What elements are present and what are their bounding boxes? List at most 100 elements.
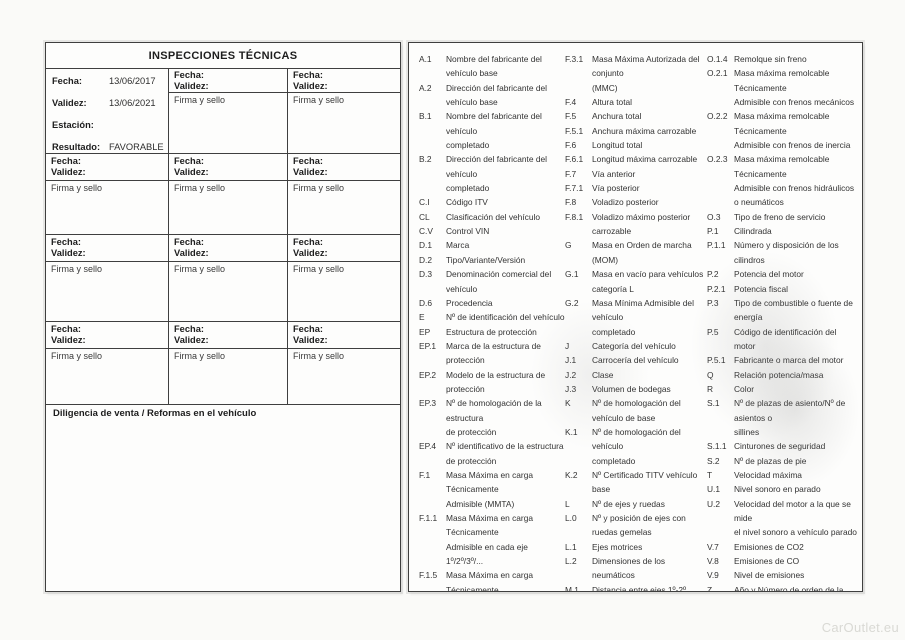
validez-label: Validez: xyxy=(293,335,328,345)
legend-description: Color xyxy=(734,383,755,394)
legend-code: J.3 xyxy=(565,383,577,394)
legend-entry: F.5 Anchura total xyxy=(565,109,707,123)
legend-panel: A.1 Nombre del fabricante del vehículo ba… xyxy=(408,42,863,592)
legend-description: Altura total xyxy=(592,97,633,108)
legend-code: M.1 xyxy=(565,584,579,591)
legend-code: P.2.1 xyxy=(707,283,726,294)
legend-entry: F.6.1 Longitud máxima carrozable xyxy=(565,152,707,166)
fecha-label: Fecha: xyxy=(293,324,323,334)
legend-description: Nº de homologación de la estructura de p… xyxy=(446,398,542,437)
legend-entry: K.1 Nº de homologación del vehículo compl… xyxy=(565,425,707,468)
stamp-cell: Fecha: Validez: Firma y sello xyxy=(169,322,288,404)
legend-code: B.1 xyxy=(419,111,432,122)
estacion-label: Estación: xyxy=(52,120,94,130)
legend-description: Ejes motrices xyxy=(592,541,643,552)
fecha-label: Fecha: xyxy=(174,70,204,80)
legend-code: O.3 xyxy=(707,211,721,222)
fecha-label: Fecha: xyxy=(51,324,81,334)
legend-code: P.2 xyxy=(707,269,719,280)
legend-description: Control VIN xyxy=(446,226,490,237)
legend-description: Nº Certificado TITV vehículo base xyxy=(592,469,698,495)
legend-description: Masa en Orden de marcha (MOM) xyxy=(592,240,692,265)
firma-area: Firma y sello xyxy=(293,351,345,361)
fecha-label: Fecha: xyxy=(293,70,323,80)
stamp-cell: Fecha: Validez: Firma y sello xyxy=(169,69,288,153)
legend-description: Nº y posición de ejes con ruedas gemelas xyxy=(592,513,686,538)
legend-description: Emisiones de CO xyxy=(734,556,800,567)
stamp-cell: Fecha: Validez: Firma y sello xyxy=(46,154,169,234)
legend-entry: P.3 Tipo de combustible o fuente de energ… xyxy=(707,296,858,325)
legend-entry: B.1 Nombre del fabricante del vehículo co… xyxy=(419,109,565,152)
firma-area: Firma y sello xyxy=(293,264,345,274)
legend-code: F.7.1 xyxy=(565,183,584,194)
legend-entry: J Categoría del vehículo xyxy=(565,339,707,353)
legend-entry: P.1 Cilindrada xyxy=(707,224,858,238)
firma-area: Firma y sello xyxy=(293,95,345,105)
legend-entry: U.1 Nivel sonoro en parado xyxy=(707,482,858,496)
legend-code: EP xyxy=(419,326,431,337)
legend-entry: F.7.1 Vía posterior xyxy=(565,181,707,195)
legend-description: Fabricante o marca del motor xyxy=(734,355,844,366)
legend-code: F.1.1 xyxy=(419,513,438,523)
legend-entry: P.5 Código de identificación del motor xyxy=(707,325,858,354)
legend-description: Anchura máxima carrozable xyxy=(592,125,697,136)
legend-code: F.7 xyxy=(565,168,577,179)
stamp-cell: Fecha: Validez: Firma y sello xyxy=(46,322,169,404)
fecha-label: Fecha: xyxy=(293,237,323,247)
legend-code: P.1.1 xyxy=(707,240,726,251)
legend-description: Modelo de la estructura de protección xyxy=(446,369,546,394)
legend-entry: M.1 Distancia entre ejes 1º-2º, 2º-3º... xyxy=(565,583,707,591)
legend-entry: C.V Control VIN xyxy=(419,224,565,238)
legend-code: O.1.4 xyxy=(707,54,728,64)
legend-code: R xyxy=(707,383,714,394)
resultado-field: Resultado: FAVORABLE xyxy=(52,141,164,153)
legend-entry: J.3 Volumen de bodegas xyxy=(565,382,707,396)
legend-code: O.2.2 xyxy=(707,111,728,122)
legend-description: Longitud total xyxy=(592,140,643,151)
legend-code: F.4 xyxy=(565,97,577,108)
legend-description: Cinturones de seguridad xyxy=(734,441,826,452)
legend-code: U.2 xyxy=(707,498,721,509)
legend-entry: D.6 Procedencia xyxy=(419,296,565,310)
legend-entry: K.2 Nº Certificado TITV vehículo base xyxy=(565,468,707,497)
legend-entry: F.7 Vía anterior xyxy=(565,167,707,181)
legend-code: O.2.3 xyxy=(707,154,728,165)
legend-description: Masa Máxima Autorizada del conjunto (MMC… xyxy=(592,54,700,93)
legend-entry: S.1.1 Cinturones de seguridad xyxy=(707,439,858,453)
legend-code: C.I xyxy=(419,197,430,208)
legend-entry: G.2 Masa Mínima Admisible del vehículo co… xyxy=(565,296,707,339)
legend-entry: O.2.1 Masa máxima remolcable Técnicamente… xyxy=(707,66,858,109)
legend-description: Velocidad del motor a la que se mide el … xyxy=(734,498,857,538)
legend-entry: K Nº de homologación del vehículo de base xyxy=(565,396,707,425)
firma-area: Firma y sello xyxy=(51,351,103,361)
firma-area: Firma y sello xyxy=(174,95,226,105)
legend-code: Q xyxy=(707,369,714,380)
legend-entry: J.1 Carrocería del vehículo xyxy=(565,353,707,367)
legend-code: V.8 xyxy=(707,556,719,567)
legend-description: Masa Máxima en carga Técnicamente Admisi… xyxy=(446,570,534,591)
stamp-cell: Fecha: Validez: Firma y sello xyxy=(288,322,400,404)
legend-entry: F.1.5 Masa Máxima en carga Técnicamente A… xyxy=(419,568,565,591)
legend-code: G.2 xyxy=(565,297,579,308)
legend-code: D.1 xyxy=(419,240,433,251)
firma-area: Firma y sello xyxy=(174,183,226,193)
resultado-value: FAVORABLE xyxy=(109,142,164,152)
validez-label: Validez: xyxy=(293,80,328,91)
legend-entry: L Nº de ejes y ruedas xyxy=(565,497,707,511)
site-watermark: CarOutlet.eu xyxy=(821,620,899,635)
legend-description: Dirección del fabricante del vehículo ba… xyxy=(446,82,548,108)
legend-description: Clase xyxy=(592,369,614,380)
legend-description: Nombre del fabricante del vehículo base xyxy=(446,54,542,79)
legend-description: Velocidad máxima xyxy=(734,469,802,480)
legend-code: F.1.5 xyxy=(419,570,438,581)
legend-entry: A.1 Nombre del fabricante del vehículo ba… xyxy=(419,52,565,81)
legend-code: K.1 xyxy=(565,426,578,437)
legend-description: Potencia del motor xyxy=(734,269,804,280)
legend-description: Masa máxima remolcable Técnicamente Admi… xyxy=(734,154,855,208)
legend-description: Nivel sonoro en parado xyxy=(734,484,821,495)
legend-code: P.5 xyxy=(707,326,719,337)
validez-label: Validez: xyxy=(52,98,87,108)
legend-entry: D.1 Marca xyxy=(419,238,565,252)
legend-description: Tipo/Variante/Versión xyxy=(446,254,526,265)
legend-description: Masa máxima remolcable Técnicamente Admi… xyxy=(734,68,855,108)
